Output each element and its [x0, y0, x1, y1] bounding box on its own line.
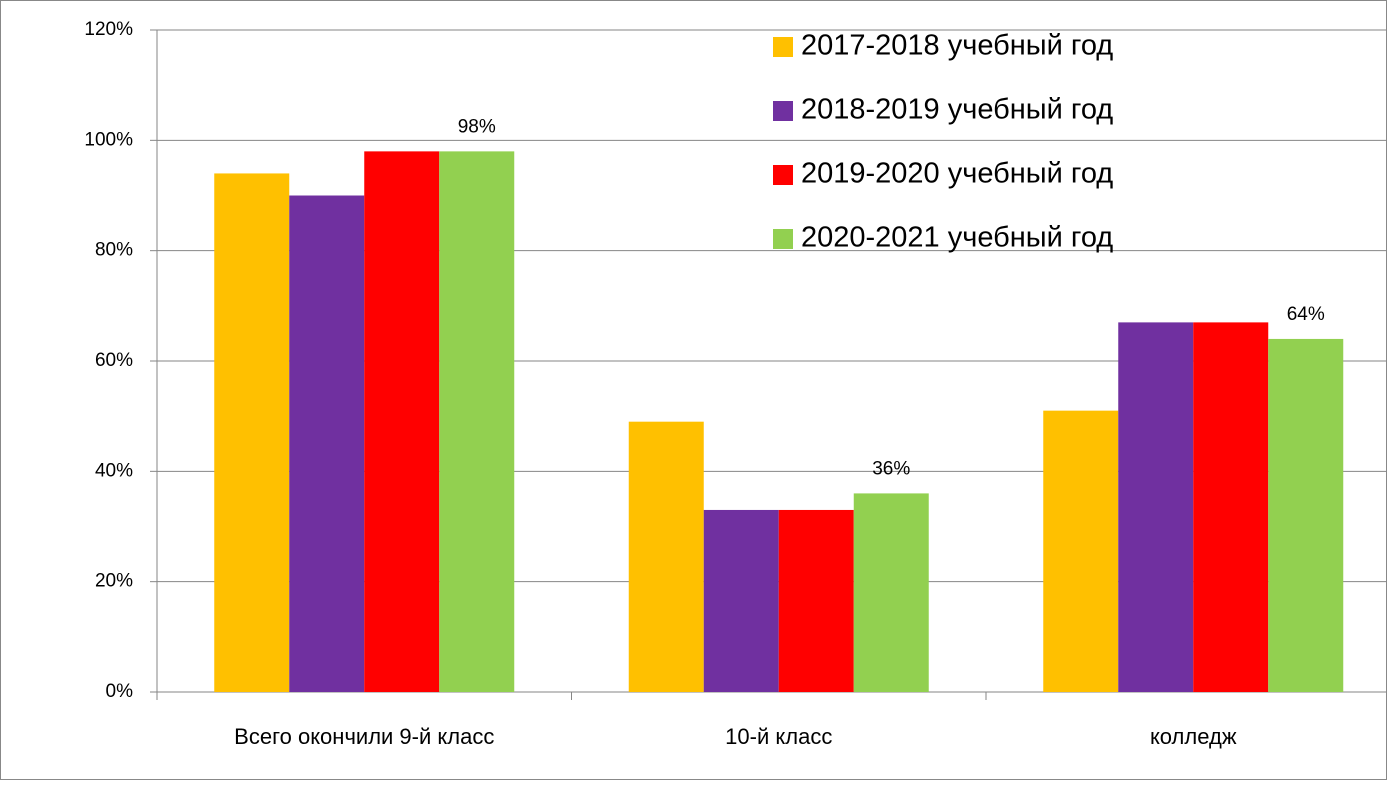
x-tick-label: Всего окончили 9-й класс	[234, 724, 494, 749]
data-label: 64%	[1287, 304, 1325, 325]
bar	[1118, 322, 1194, 692]
y-tick-label: 20%	[95, 571, 133, 592]
legend-label: 2017-2018 учебный год	[801, 30, 1113, 62]
bar	[214, 173, 290, 692]
legend-label: 2020-2021 учебный год	[801, 222, 1113, 254]
y-tick-label: 100%	[84, 129, 133, 150]
bar	[628, 421, 704, 692]
legend-label: 2018-2019 учебный год	[801, 94, 1113, 126]
y-tick-label: 120%	[84, 19, 133, 40]
x-tick-label: колледж	[1150, 724, 1237, 749]
y-tick-label: 40%	[95, 460, 133, 481]
bar	[1193, 322, 1269, 692]
bar	[778, 509, 854, 692]
bar	[439, 151, 515, 692]
legend-label: 2019-2020 учебный год	[801, 158, 1113, 190]
y-tick-label: 80%	[95, 240, 133, 261]
y-tick-label: 60%	[95, 350, 133, 371]
legend-swatch	[773, 101, 793, 121]
legend-swatch	[773, 37, 793, 57]
x-tick-label: 10-й класс	[725, 724, 832, 749]
bar	[1268, 338, 1344, 692]
bar	[364, 151, 440, 692]
bar	[703, 509, 779, 692]
bar	[289, 195, 365, 692]
bar	[1043, 410, 1119, 692]
bar	[853, 493, 929, 692]
legend-swatch	[773, 229, 793, 249]
data-label: 98%	[458, 116, 496, 137]
y-tick-label: 0%	[106, 681, 134, 702]
data-label: 36%	[872, 458, 910, 479]
legend-swatch	[773, 165, 793, 185]
